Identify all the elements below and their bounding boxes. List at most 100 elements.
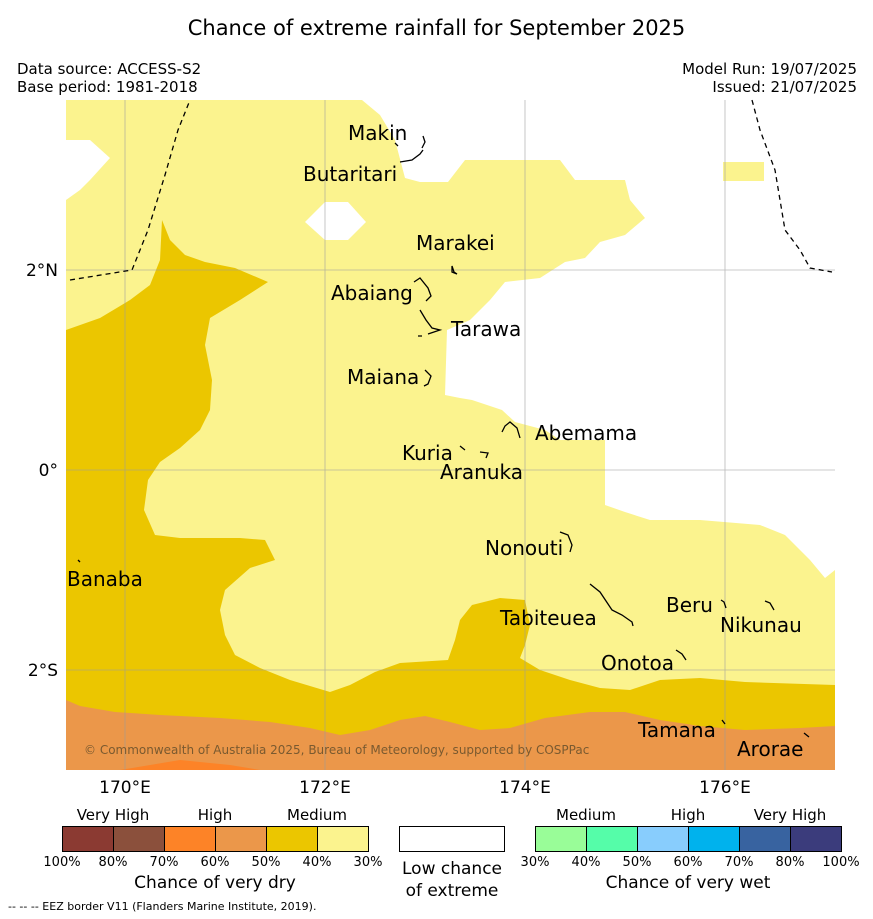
- dry-swatch-2: [164, 826, 216, 852]
- high-dry-60-70-area: [120, 760, 260, 770]
- high-dry-50-60-area: [66, 700, 835, 770]
- lat-tick-0: 0°: [39, 461, 58, 481]
- tarawa-island: [418, 309, 443, 337]
- wet-swatch-0: [535, 826, 587, 852]
- wet-swatch-1: [586, 826, 638, 852]
- data-source-text: Data source: ACCESS-S2: [17, 60, 202, 78]
- place-labels: Makin Butaritari Marakei Abaiang Tarawa …: [67, 121, 803, 761]
- arorae-island: [803, 732, 810, 738]
- wet-tick-label: 100%: [822, 855, 860, 870]
- dry-very-high-label: Very High: [76, 806, 150, 824]
- dry-tick-label: 80%: [98, 855, 128, 870]
- label-onotoa: Onotoa: [601, 651, 674, 675]
- dry-swatch-4: [266, 826, 318, 852]
- dry-tick-label: 100%: [43, 855, 81, 870]
- graticule: [66, 100, 835, 770]
- abaiang-island: [413, 277, 432, 302]
- low-chance-hole: [66, 140, 110, 200]
- low-chance-caption: Low chance of extreme: [390, 858, 514, 902]
- label-beru: Beru: [666, 593, 713, 617]
- label-butaritari: Butaritari: [303, 162, 397, 186]
- eez-footnote: -- -- -- EEZ border V11 (Flanders Marine…: [8, 900, 317, 913]
- wet-swatch-2: [637, 826, 689, 852]
- marakei-island: [451, 265, 458, 275]
- issued-text: Issued: 21/07/2025: [712, 78, 857, 96]
- label-abemama: Abemama: [535, 421, 637, 445]
- data-source-info: Data source: ACCESS-S2 Base period: 1981…: [17, 60, 201, 96]
- label-marakei: Marakei: [416, 231, 495, 255]
- eez-border: [69, 99, 833, 281]
- copyright-notice: © Commonwealth of Australia 2025, Bureau…: [84, 743, 589, 757]
- lon-tick-174e: 174°E: [499, 778, 551, 798]
- low-chance-caption-line2: of extreme: [405, 881, 499, 901]
- dry-tick-label: 70%: [149, 855, 179, 870]
- lat-tick-2s: 2°S: [28, 661, 58, 681]
- map-title: Chance of extreme rainfall for September…: [187, 16, 686, 40]
- lon-tick-176e: 176°E: [699, 778, 751, 798]
- makin-island: [421, 135, 426, 149]
- wet-swatch-3: [688, 826, 740, 852]
- low-chance-caption-line1: Low chance: [402, 859, 502, 879]
- dry-caption: Chance of very dry: [134, 873, 296, 893]
- label-arorae: Arorae: [737, 737, 803, 761]
- low-chance-swatch: [399, 826, 505, 852]
- wet-tick-label: 60%: [673, 855, 703, 870]
- label-makin: Makin: [348, 121, 407, 145]
- wet-tick-label: 50%: [622, 855, 652, 870]
- dry-high-label: High: [197, 806, 233, 824]
- wet-tick-label: 70%: [724, 855, 754, 870]
- wet-swatch-4: [739, 826, 791, 852]
- onotoa-island: [675, 649, 687, 661]
- label-tabiteuea: Tabiteuea: [499, 606, 597, 630]
- wet-high-label: High: [670, 806, 706, 824]
- label-kuria: Kuria: [402, 441, 453, 465]
- medium-dry-30-40-area: [66, 100, 835, 770]
- wet-tick-label: 40%: [571, 855, 601, 870]
- tamana-island: [721, 719, 726, 725]
- dry-tick-label: 40%: [302, 855, 332, 870]
- wet-caption: Chance of very wet: [605, 873, 771, 893]
- base-period-text: Base period: 1981-2018: [17, 78, 198, 96]
- butaritari-island: [394, 142, 424, 163]
- model-run-text: Model Run: 19/07/2025: [682, 60, 857, 78]
- dry-tick-label: 50%: [251, 855, 281, 870]
- nonouti-island: [559, 531, 573, 553]
- axis-labels: 170°E 172°E 174°E 176°E 2°N 0° 2°S: [26, 261, 751, 798]
- label-tamana: Tamana: [637, 718, 716, 742]
- beru-island: [720, 599, 727, 609]
- model-run-info: Model Run: 19/07/2025 Issued: 21/07/2025: [682, 60, 857, 96]
- wet-swatch-5: [790, 826, 842, 852]
- label-nikunau: Nikunau: [720, 613, 802, 637]
- lon-tick-172e: 172°E: [299, 778, 351, 798]
- dry-swatch-1: [113, 826, 165, 852]
- label-banaba: Banaba: [67, 567, 143, 591]
- tabiteuea-island: [589, 583, 634, 627]
- wet-medium-label: Medium: [556, 806, 616, 824]
- low-chance-hole: [305, 202, 366, 240]
- lon-tick-170e: 170°E: [99, 778, 151, 798]
- label-nonouti: Nonouti: [485, 536, 563, 560]
- abemama-island: [501, 421, 521, 439]
- wet-tick-label: 80%: [775, 855, 805, 870]
- lat-tick-2n: 2°N: [26, 261, 58, 281]
- nikunau-island: [764, 600, 775, 611]
- kuria-aranuka-islands: [459, 445, 489, 459]
- dry-swatch-5: [317, 826, 369, 852]
- dry-swatch-0: [62, 826, 114, 852]
- eez-border-east: [751, 99, 833, 273]
- banaba-island: [77, 559, 81, 563]
- island-outlines: [77, 135, 810, 738]
- label-abaiang: Abaiang: [331, 281, 413, 305]
- dry-medium-label: Medium: [287, 806, 347, 824]
- label-maiana: Maiana: [347, 365, 419, 389]
- label-tarawa: Tarawa: [450, 317, 521, 341]
- dry-tick-label: 60%: [200, 855, 230, 870]
- dry-tick-label: 30%: [353, 855, 383, 870]
- medium-dry-30-40-patch: [723, 162, 764, 181]
- label-aranuka: Aranuka: [440, 460, 523, 484]
- wet-very-high-label: Very High: [753, 806, 827, 824]
- maiana-island: [423, 369, 432, 387]
- wet-tick-label: 30%: [520, 855, 550, 870]
- dry-swatch-3: [215, 826, 267, 852]
